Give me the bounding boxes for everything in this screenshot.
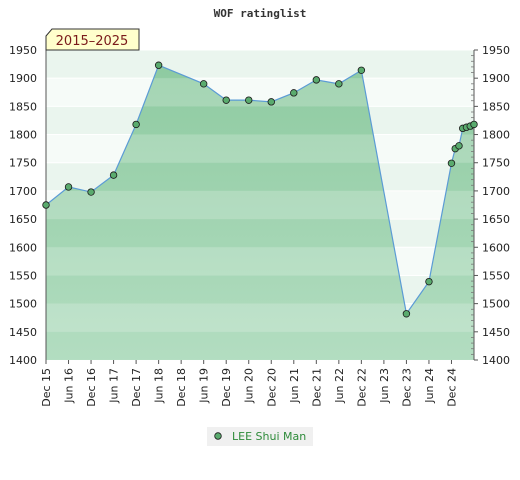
y-tick-label-right: 1850 xyxy=(482,100,510,113)
x-tick-label: Dec 24 xyxy=(445,368,458,407)
y-tick-label-left: 1650 xyxy=(9,213,37,226)
x-tick-label: Dec 23 xyxy=(400,368,413,407)
x-tick-label: Jun 17 xyxy=(108,368,121,404)
y-tick-label-right: 1800 xyxy=(482,129,510,142)
data-point xyxy=(64,183,73,191)
data-point xyxy=(447,159,456,167)
x-tick-label: Dec 20 xyxy=(265,368,278,407)
grid-band xyxy=(46,50,474,79)
x-tick-label: Dec 16 xyxy=(85,368,98,407)
x-tick-label: Dec 15 xyxy=(40,368,53,407)
period-badge-box xyxy=(45,28,140,51)
data-point xyxy=(222,96,230,104)
data-point xyxy=(455,142,463,150)
rating-area xyxy=(46,65,474,360)
y-tick-label-left: 1450 xyxy=(9,326,37,339)
data-point xyxy=(357,66,366,74)
y-tick-label-left: 1850 xyxy=(9,100,37,113)
data-point xyxy=(132,120,140,129)
y-tick-label-left: 1550 xyxy=(9,269,37,282)
x-tick-label: Jun 18 xyxy=(153,368,166,404)
data-point xyxy=(87,188,95,196)
x-tick-label: Jun 20 xyxy=(243,368,256,404)
data-point xyxy=(335,80,343,88)
data-point xyxy=(245,96,253,104)
y-tick-label-right: 1400 xyxy=(482,354,510,367)
x-tick-label: Dec 18 xyxy=(175,368,188,407)
x-tick-label: Jun 24 xyxy=(423,368,436,404)
data-points xyxy=(42,61,478,318)
data-point xyxy=(470,120,478,129)
y-tick-label-right: 1750 xyxy=(482,157,510,170)
x-tick-label: Jun 22 xyxy=(333,368,346,404)
y-tick-label-right: 1900 xyxy=(482,72,510,85)
y-tick-label-right: 1600 xyxy=(482,241,510,254)
data-point xyxy=(109,171,118,179)
legend-label: LEE Shui Man xyxy=(232,430,306,443)
data-point xyxy=(42,201,50,209)
y-tick-label-left: 1500 xyxy=(9,298,37,311)
y-tick-label-right: 1700 xyxy=(482,185,510,198)
y-tick-label-right: 1550 xyxy=(482,269,510,282)
y-tick-label-right: 1450 xyxy=(482,326,510,339)
x-tick-label: Dec 22 xyxy=(355,368,368,407)
y-tick-label-left: 1400 xyxy=(9,354,37,367)
legend-marker xyxy=(214,432,222,440)
y-tick-label-right: 1650 xyxy=(482,213,510,226)
y-tick-label-left: 1700 xyxy=(9,185,37,198)
x-tick-label: Dec 19 xyxy=(220,368,233,407)
y-tick-label-left: 1800 xyxy=(9,129,37,142)
y-tick-label-left: 1600 xyxy=(9,241,37,254)
y-tick-label-right: 1500 xyxy=(482,298,510,311)
chart-title: WOF ratinglist xyxy=(214,7,307,20)
legend-box xyxy=(207,427,313,446)
y-axis-left: 1400 1450 1500 1550 1600 1650 1700 1750 1800 1850… xyxy=(9,44,37,367)
x-tick-label: Dec 21 xyxy=(310,368,323,407)
data-point xyxy=(199,80,208,88)
period-badge-label: 2015–2025 xyxy=(56,34,129,49)
x-tick-label: Jun 19 xyxy=(198,368,211,404)
y-tick-label-left: 1900 xyxy=(9,72,37,85)
x-tick-label: Dec 17 xyxy=(130,368,143,407)
y-axis-right: 1400 1450 1500 1550 1600 1650 1700 1750 1800 1850… xyxy=(471,44,510,367)
y-tick-label-left: 1750 xyxy=(9,157,37,170)
data-point xyxy=(290,89,298,97)
legend[interactable]: LEE Shui Man xyxy=(207,427,313,446)
x-tick-label: Jun 23 xyxy=(378,368,391,404)
period-badge: 2015–2025 xyxy=(45,28,140,51)
area-band xyxy=(46,303,474,332)
y-tick-label-right: 1950 xyxy=(482,44,510,57)
data-point xyxy=(154,61,163,69)
x-axis: Dec 15 Jun 16 Dec 16 Jun 17 Dec 17 Jun 18 Dec … xyxy=(40,360,458,407)
y-tick-label-left: 1950 xyxy=(9,44,37,57)
data-point xyxy=(402,310,411,318)
x-tick-label: Jun 16 xyxy=(63,368,76,404)
data-point xyxy=(312,76,321,84)
data-point xyxy=(425,277,433,286)
data-point xyxy=(267,98,275,106)
x-tick-label: Jun 21 xyxy=(288,368,301,404)
